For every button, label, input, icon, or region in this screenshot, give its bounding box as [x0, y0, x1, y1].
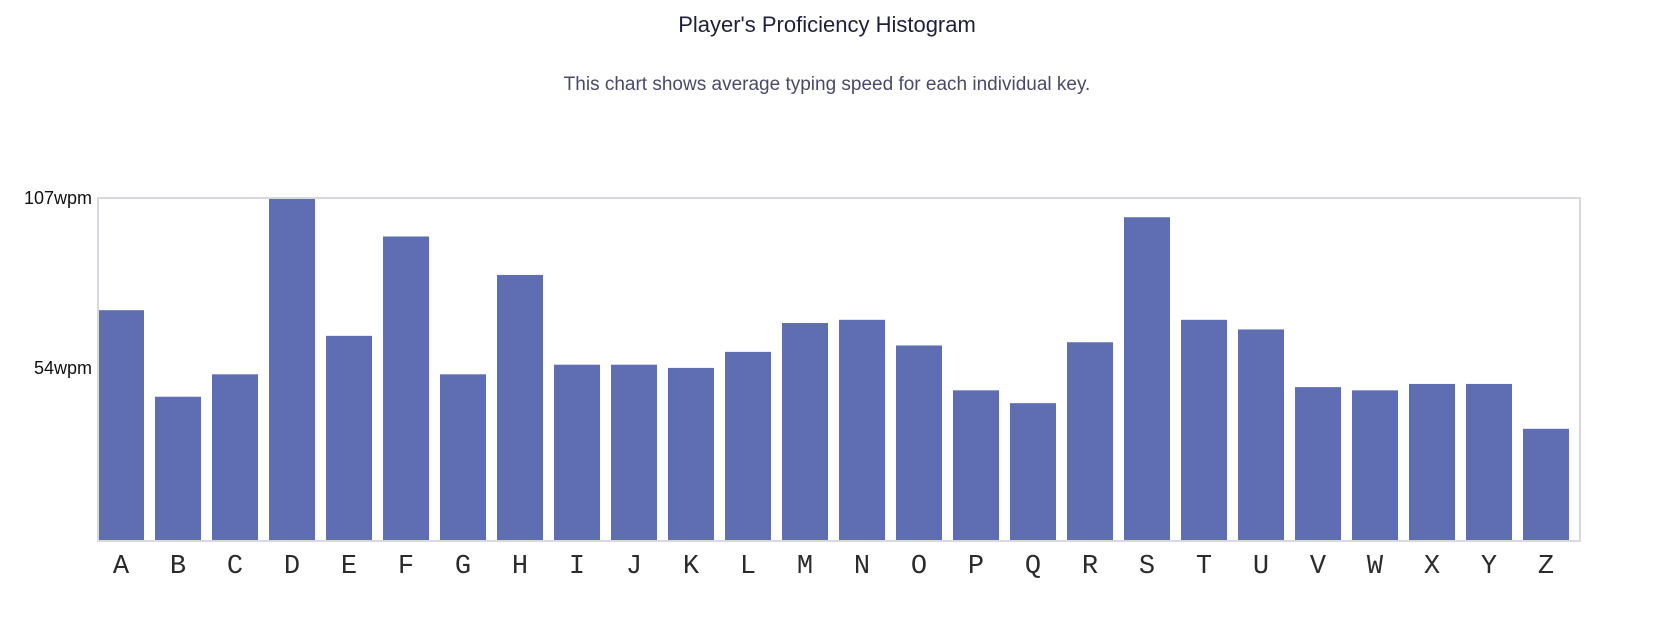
- x-tick-label: B: [170, 552, 186, 582]
- bar-e: [326, 335, 372, 541]
- bar-q: [1010, 403, 1056, 541]
- bar-k: [668, 367, 714, 541]
- x-tick-label: O: [911, 552, 927, 582]
- bar-b: [155, 396, 201, 541]
- bar-h: [497, 274, 543, 541]
- bar-f: [383, 236, 429, 541]
- y-tick-label: 54wpm: [34, 358, 92, 378]
- x-tick-label: L: [740, 552, 756, 582]
- bar-x: [1409, 383, 1455, 541]
- x-tick-label: A: [113, 552, 130, 582]
- x-tick-label: N: [854, 552, 870, 582]
- plot-frame: [97, 197, 1581, 542]
- x-tick-label: D: [284, 552, 300, 582]
- x-tick-label: Y: [1481, 552, 1497, 582]
- x-tick-label: K: [683, 552, 700, 582]
- bar-c: [212, 374, 258, 541]
- x-tick-label: U: [1253, 552, 1269, 582]
- bar-t: [1181, 319, 1227, 541]
- x-tick-label: T: [1196, 552, 1212, 582]
- bar-g: [440, 374, 486, 541]
- bar-n: [839, 319, 885, 541]
- bar-o: [896, 345, 942, 541]
- x-tick-label: G: [455, 552, 471, 582]
- x-tick-label: H: [512, 552, 528, 582]
- x-axis: A B C D E F G H I J K L M N O P Q R S T U V W X Y Z: [113, 552, 1554, 582]
- x-tick-label: X: [1424, 552, 1440, 582]
- x-tick-label: M: [797, 552, 813, 582]
- x-tick-label: C: [227, 552, 243, 582]
- x-tick-label: Q: [1025, 552, 1041, 582]
- chart-title: Player's Proficiency Histogram: [678, 12, 976, 37]
- bar-d: [269, 198, 315, 541]
- x-tick-label: P: [968, 552, 984, 582]
- bar-j: [611, 364, 657, 541]
- x-tick-label: S: [1139, 552, 1155, 582]
- x-tick-label: V: [1310, 552, 1327, 582]
- bar-m: [782, 323, 828, 541]
- bar-r: [1067, 342, 1113, 541]
- bar-s: [1124, 217, 1170, 542]
- chart-subtitle: This chart shows average typing speed fo…: [563, 74, 1091, 95]
- bar-p: [953, 390, 999, 541]
- bar-z: [1523, 428, 1569, 541]
- x-tick-label: Z: [1538, 552, 1554, 582]
- bar-u: [1238, 329, 1284, 541]
- y-axis: 107wpm 54wpm: [24, 188, 92, 378]
- bar-a: [98, 310, 144, 541]
- bar-i: [554, 364, 600, 541]
- x-tick-label: R: [1082, 552, 1098, 582]
- x-tick-label: F: [398, 552, 414, 582]
- y-tick-label: 107wpm: [24, 188, 92, 208]
- bar-v: [1295, 387, 1341, 541]
- bar-y: [1466, 383, 1512, 541]
- x-tick-label: W: [1367, 552, 1384, 582]
- bar-l: [725, 351, 771, 541]
- bar-w: [1352, 390, 1398, 541]
- bars-group: [98, 198, 1569, 542]
- x-tick-label: J: [626, 552, 642, 582]
- x-tick-label: E: [341, 552, 357, 582]
- x-tick-label: I: [569, 552, 585, 582]
